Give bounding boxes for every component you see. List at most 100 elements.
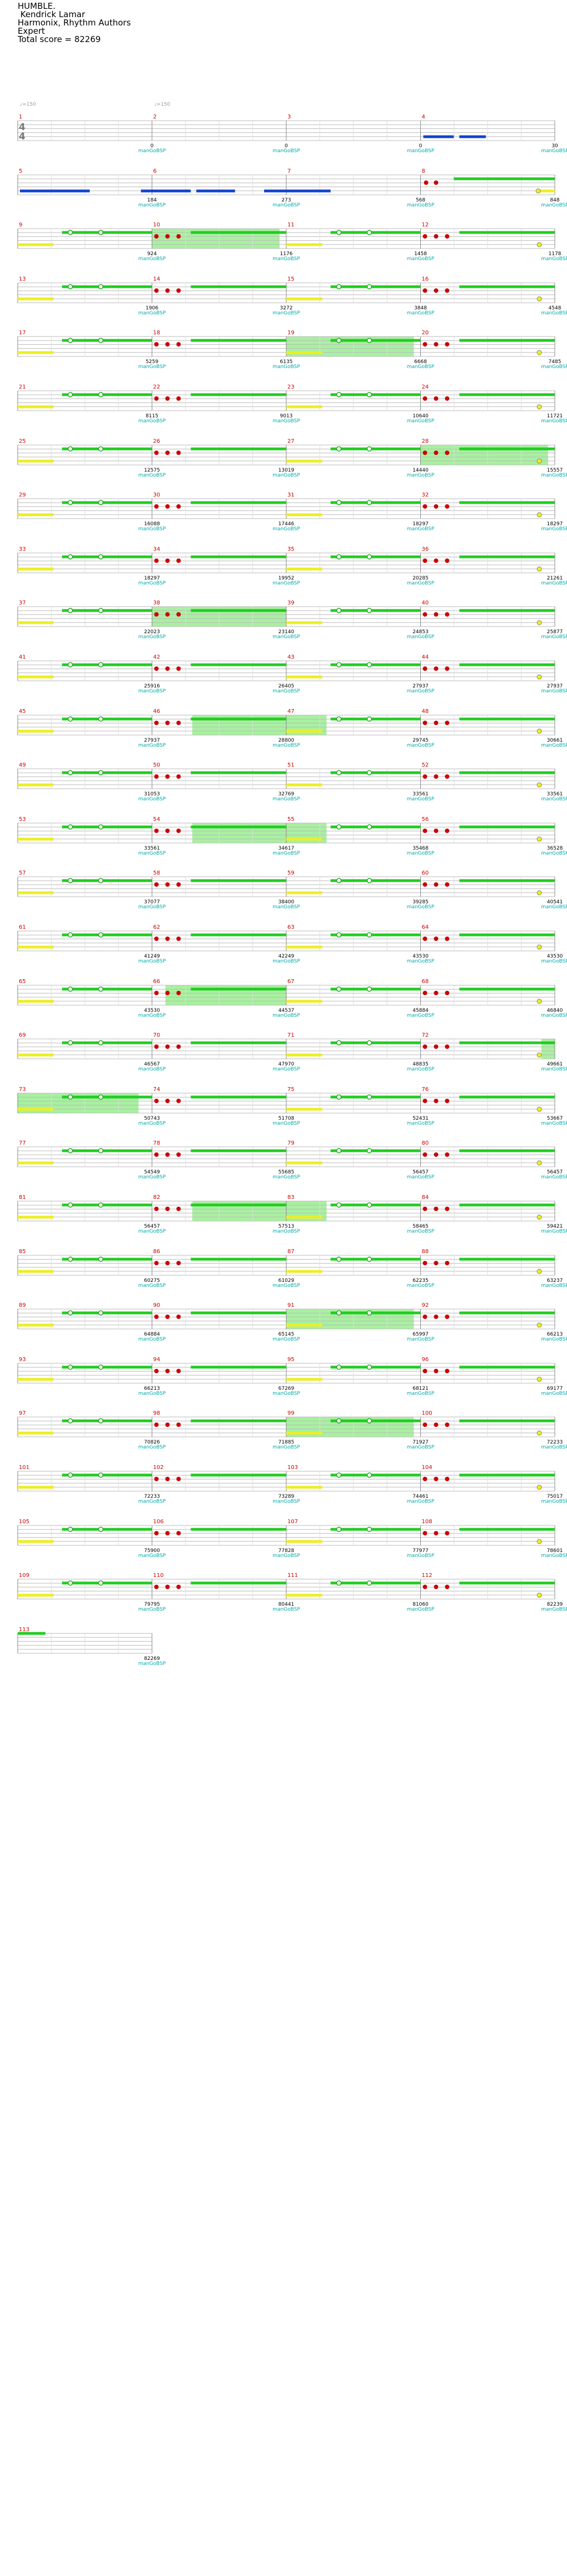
measure-number: 82: [153, 1194, 161, 1201]
measure-label: manGoBSP: [138, 310, 166, 316]
measure-label: manGoBSP: [541, 256, 567, 262]
measure-score: 3272: [280, 305, 293, 311]
measure-number: 57: [19, 870, 26, 877]
measure-score: 31053: [144, 792, 160, 798]
measure-label: manGoBSP: [406, 1067, 435, 1073]
measure-number: 99: [287, 1410, 295, 1417]
measure-label: manGoBSP: [272, 1067, 300, 1073]
chart-row: 89 64884 manGoBSP 90 65145 manGoBSP 91 65997 man…: [0, 1302, 567, 1342]
measure-score: 8115: [146, 413, 158, 419]
measure-score: 82269: [144, 1656, 160, 1662]
measure-score: 61029: [278, 1277, 295, 1284]
measure-score: 54549: [144, 1170, 160, 1176]
measure-label: manGoBSP: [272, 256, 300, 262]
measure-score: 1178: [548, 251, 561, 257]
measure-number: 31: [287, 492, 295, 499]
chart-row: 97 70826 manGoBSP 98 71885 manGoBSP 99 71927 man…: [0, 1410, 567, 1450]
measure-number: 90: [153, 1302, 161, 1309]
measure-score: 79795: [144, 1602, 160, 1608]
measure-number: 52: [421, 762, 429, 769]
measure-number: 9: [19, 222, 23, 229]
measure-label: manGoBSP: [406, 1499, 435, 1504]
measure-score: 43530: [413, 954, 429, 959]
measure-score: 43530: [144, 1007, 160, 1013]
measure-score: 53667: [547, 1115, 563, 1121]
measure-number: 63: [287, 924, 295, 930]
tempo-marker: ♩=150: [154, 102, 171, 107]
measure-label: manGoBSP: [406, 364, 435, 370]
measure-score: 22023: [144, 629, 160, 635]
measure-score: 52431: [413, 1115, 429, 1121]
measure-number: 111: [287, 1573, 298, 1579]
measure-number: 66: [153, 978, 161, 985]
measure-label: manGoBSP: [406, 689, 435, 694]
measure-number: 18: [153, 330, 161, 337]
chart-row: 81 56457 manGoBSP 82 57513 manGoBSP 83 58465 man…: [0, 1194, 567, 1234]
measure-number: 97: [19, 1410, 26, 1417]
measure-label: manGoBSP: [138, 526, 166, 532]
measure-label: manGoBSP: [138, 634, 166, 640]
measure-score: 39285: [413, 899, 429, 906]
measure-label: manGoBSP: [138, 1445, 166, 1451]
measure-label: manGoBSP: [272, 148, 300, 154]
measure-score: 5259: [146, 359, 158, 365]
measure-label: manGoBSP: [406, 1445, 435, 1451]
chart-row: 45 27937 manGoBSP 46 28800 manGoBSP 47 29745 man…: [0, 708, 567, 748]
measure-score: 17446: [278, 521, 295, 527]
measure-label: manGoBSP: [406, 850, 435, 856]
measure-score: 568: [415, 197, 426, 203]
measure-score: 66213: [547, 1332, 563, 1338]
measure-score: 27937: [413, 684, 429, 689]
chart-row: 93 66213 manGoBSP 94 67269 manGoBSP 95 68121 man…: [0, 1357, 567, 1396]
measure-label: manGoBSP: [541, 526, 567, 532]
measure-number: 71: [287, 1032, 295, 1039]
measure-number: 54: [153, 816, 161, 823]
measure-label: manGoBSP: [406, 1229, 435, 1234]
measure-score: 42249: [278, 954, 295, 959]
measure-number: 49: [19, 762, 26, 769]
measure-score: 66213: [144, 1385, 160, 1392]
measure-score: 65997: [413, 1332, 429, 1338]
measure-number: 64: [421, 924, 429, 930]
measure-label: manGoBSP: [541, 1337, 567, 1343]
chart-row: 69 46567 manGoBSP 70 47970 manGoBSP 71 48835 man…: [0, 1032, 567, 1072]
measure-number: 20: [421, 330, 429, 337]
measure-number: 30: [153, 492, 161, 499]
measure-label: manGoBSP: [541, 689, 567, 694]
measure-number: 50: [153, 762, 161, 769]
measure-score: 33561: [547, 792, 563, 798]
chart-row: 65 43530 manGoBSP 66 44537 manGoBSP 67 45884 man…: [0, 979, 567, 1018]
measure-number: 4: [421, 114, 425, 120]
measure-label: manGoBSP: [272, 202, 300, 208]
measure-label: manGoBSP: [541, 1607, 567, 1613]
chart-row: 85 60275 manGoBSP 86 61029 manGoBSP 87 62235 man…: [0, 1249, 567, 1289]
measure-number: 88: [421, 1248, 429, 1255]
chart-row: 101 72233 manGoBSP 102 73289 manGoBSP 103 74461…: [0, 1465, 567, 1504]
measure-label: manGoBSP: [138, 256, 166, 262]
measure-number: 11: [287, 222, 295, 229]
measure-number: 55: [287, 816, 295, 823]
measure-number: 37: [19, 600, 26, 607]
measure-label: manGoBSP: [138, 1282, 166, 1289]
measure-score: 60275: [144, 1277, 160, 1284]
measure-score: 1176: [280, 251, 293, 257]
measure-number: 3: [287, 114, 291, 120]
chart-row: 73 50743 manGoBSP 74 51708 manGoBSP 75 52431 man…: [0, 1087, 567, 1126]
measure-label: manGoBSP: [406, 634, 435, 640]
measure-number: 62: [153, 924, 161, 930]
measure-label: manGoBSP: [406, 1120, 435, 1126]
measure-number: 29: [19, 492, 26, 499]
measure-score: 33561: [144, 845, 160, 851]
measure-score: 71927: [413, 1440, 429, 1446]
measure-score: 27937: [144, 737, 160, 743]
measure-score: 18297: [413, 521, 429, 527]
measure-number: 58: [153, 870, 161, 877]
measure-label: manGoBSP: [272, 1607, 300, 1613]
measure-number: 95: [287, 1356, 295, 1363]
measure-label: manGoBSP: [272, 1337, 300, 1343]
measure-label: manGoBSP: [541, 904, 567, 911]
measure-number: 45: [19, 708, 26, 715]
chart-row: 57 37077 manGoBSP 58 38400 manGoBSP 59 39285 man…: [0, 870, 567, 910]
measure-number: 110: [153, 1573, 164, 1579]
measure-number: 70: [153, 1032, 161, 1039]
